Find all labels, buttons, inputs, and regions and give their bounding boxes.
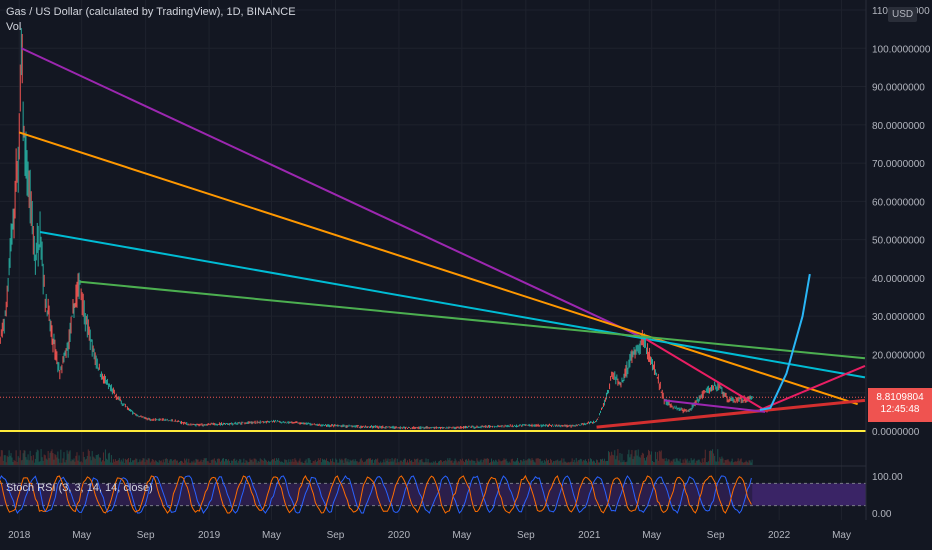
time-tick-label: 2019 <box>198 530 221 541</box>
last-price-tag: 8.8109804 12:45:48 <box>868 388 932 422</box>
trendline <box>20 47 647 341</box>
symbol-title[interactable]: Gas / US Dollar (calculated by TradingVi… <box>6 6 296 18</box>
stoch-band-extension <box>752 483 866 506</box>
time-tick-label: May <box>72 530 91 541</box>
trendline <box>39 230 866 379</box>
time-tick-label: 2021 <box>578 530 601 541</box>
currency-badge[interactable]: USD <box>888 7 918 22</box>
trendline <box>18 131 858 406</box>
time-tick-label: May <box>452 530 471 541</box>
price-tick-label: 100.0000000 <box>872 44 931 55</box>
time-tick-label: Sep <box>707 530 725 541</box>
chart-legend: Gas / US Dollar (calculated by TradingVi… <box>6 5 296 35</box>
stoch-rsi-label[interactable]: Stoch RSI (3, 3, 14, 14, close) <box>6 482 153 494</box>
price-tick-label: 60.0000000 <box>872 197 925 208</box>
bar-countdown: 12:45:48 <box>880 404 920 415</box>
trendline <box>759 365 866 411</box>
time-tick-label: May <box>262 530 281 541</box>
price-tick-label: 70.0000000 <box>872 159 925 170</box>
price-tick-label: 30.0000000 <box>872 312 925 323</box>
time-axis[interactable]: 2018 May Sep 2019 May Sep 2020 May Sep 2021 May Sep… <box>8 530 851 541</box>
projection-curve <box>759 273 811 411</box>
trendline <box>664 399 766 413</box>
last-price: 8.8109804 <box>876 392 924 403</box>
trendline <box>596 398 866 429</box>
stoch-rsi-pane <box>0 474 866 515</box>
price-tick-label: 50.0000000 <box>872 236 925 247</box>
stoch-tick-label: 0.00 <box>872 509 892 520</box>
time-tick-label: 2018 <box>8 530 31 541</box>
trendline <box>80 280 866 360</box>
time-tick-label: Sep <box>327 530 345 541</box>
trendlines <box>0 47 866 432</box>
volume-label[interactable]: Vol <box>6 21 22 33</box>
time-tick-label: 2022 <box>768 530 791 541</box>
time-tick-label: Sep <box>137 530 155 541</box>
price-series <box>0 28 753 430</box>
price-tick-label: 80.0000000 <box>872 121 925 132</box>
stoch-line-0 <box>0 475 752 515</box>
time-tick-label: Sep <box>517 530 535 541</box>
price-tick-label: 0.0000000 <box>872 427 920 438</box>
price-tick-label: 40.0000000 <box>872 274 925 285</box>
price-tick-label: 20.0000000 <box>872 350 925 361</box>
time-tick-label: May <box>832 530 851 541</box>
volume-bars <box>0 449 753 465</box>
stoch-tick-label: 100.00 <box>872 472 903 483</box>
price-tick-label: 90.0000000 <box>872 83 925 94</box>
trendline <box>645 338 769 413</box>
stoch-line-1 <box>0 474 752 514</box>
time-tick-label: 2020 <box>388 530 411 541</box>
time-tick-label: May <box>642 530 661 541</box>
